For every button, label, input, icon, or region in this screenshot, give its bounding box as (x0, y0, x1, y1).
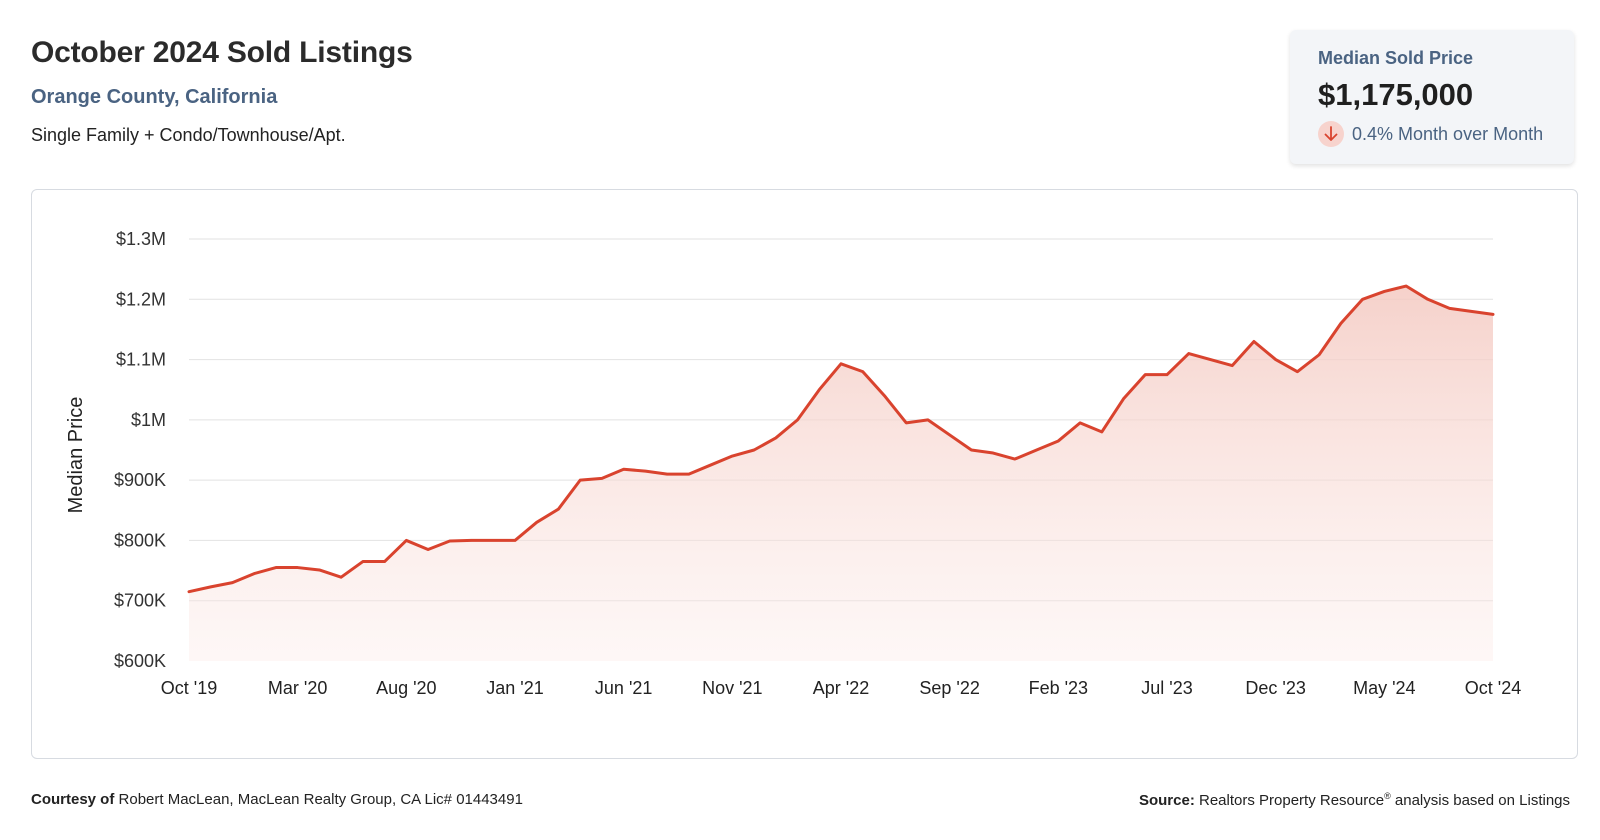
y-tick-label: $1.2M (116, 289, 166, 309)
x-tick-label: Sep '22 (919, 678, 980, 698)
x-tick-label: May '24 (1353, 678, 1415, 698)
source-footer: Source: Realtors Property Resource® anal… (1139, 791, 1570, 809)
x-tick-label: Jun '21 (595, 678, 652, 698)
source-label: Source: (1138, 792, 1195, 809)
y-tick-label: $1M (131, 410, 166, 430)
y-tick-label: $1.1M (116, 350, 166, 370)
median-price-chart: $600K $700K $800K $900K $1M $1.1M $1.2M $1.3M O… (65, 229, 1521, 698)
x-tick-label: Oct '19 (161, 678, 217, 698)
courtesy-text: Robert MacLean, MacLean Realty Group, CA… (118, 791, 523, 808)
kpi-change: 0.4% Month over Month (1318, 121, 1574, 147)
series-line (187, 284, 1495, 594)
y-tick-label: $900K (114, 470, 166, 490)
property-type-filter: Single Family + Condo/Townhouse/Apt. (31, 125, 346, 145)
series-area (189, 286, 1493, 661)
median-sold-price-card: Median Sold Price $1,175,000 0.4% Month … (1290, 30, 1574, 164)
x-tick-label: Dec '23 (1245, 678, 1305, 698)
x-tick-label: Apr '22 (813, 678, 869, 698)
page-title: October 2024 Sold Listings (31, 36, 413, 69)
location-subtitle: Orange County, California (31, 86, 278, 108)
x-tick-label: Aug '20 (376, 678, 437, 698)
x-tick-label: Nov '21 (702, 678, 762, 698)
kpi-value: $1,175,000 (1318, 77, 1474, 112)
courtesy-footer: Courtesy of Robert MacLean, MacLean Real… (31, 791, 523, 808)
x-tick-label: Jan '21 (486, 678, 543, 698)
kpi-change-text: 0.4% Month over Month (1352, 123, 1544, 144)
y-tick-label: $800K (114, 530, 166, 550)
registered-mark: ® (1384, 791, 1391, 801)
source-name: Realtors Property Resource (1199, 792, 1385, 809)
x-tick-label: Oct '24 (1465, 678, 1521, 698)
chart-panel: $600K $700K $800K $900K $1M $1.1M $1.2M $1.3M O… (31, 189, 1578, 759)
x-tick-label: Jul '23 (1141, 678, 1192, 698)
source-suffix: analysis based on Listings (1394, 792, 1570, 809)
arrow-down-icon (1318, 121, 1344, 147)
courtesy-label: Courtesy of (31, 791, 115, 808)
y-tick-label: $1.3M (116, 229, 166, 249)
page-header: October 2024 Sold Listings Orange County… (31, 36, 413, 146)
kpi-label: Median Sold Price (1318, 48, 1474, 68)
y-axis-label: Median Price (65, 397, 87, 514)
x-tick-label: Feb '23 (1029, 678, 1088, 698)
y-tick-label: $600K (114, 651, 166, 671)
y-tick-label: $700K (114, 591, 166, 611)
x-tick-label: Mar '20 (268, 678, 327, 698)
